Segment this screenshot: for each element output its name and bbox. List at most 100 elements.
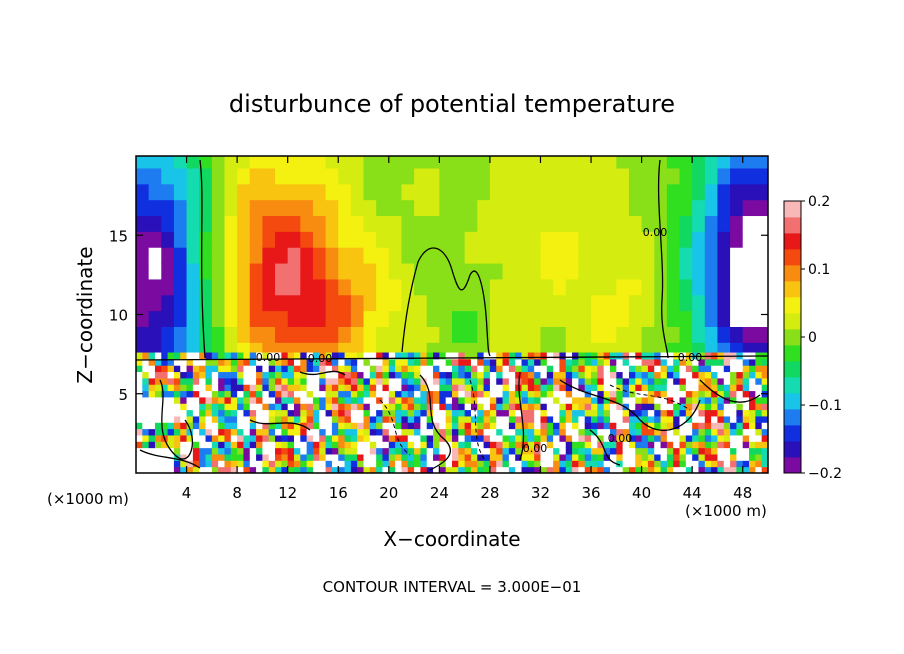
contour-line bbox=[419, 374, 452, 471]
upper-layer-cell bbox=[452, 247, 466, 264]
lower-layer-cell bbox=[287, 403, 295, 411]
upper-layer-cell bbox=[540, 183, 554, 201]
lower-layer-cell bbox=[275, 447, 282, 455]
lower-layer-cell bbox=[281, 415, 289, 423]
lower-layer-cell bbox=[287, 352, 295, 360]
lower-layer-cell bbox=[470, 428, 478, 436]
upper-layer-cell bbox=[730, 199, 744, 217]
lower-layer-cell bbox=[483, 390, 491, 398]
lower-layer-cell bbox=[268, 434, 276, 442]
lower-layer-cell bbox=[521, 434, 529, 442]
lower-layer-cell bbox=[199, 365, 207, 373]
upper-layer-cell bbox=[161, 247, 175, 264]
upper-layer-cell bbox=[565, 167, 579, 185]
lower-layer-cell bbox=[742, 447, 750, 455]
lower-layer-cell bbox=[572, 358, 579, 366]
upper-layer-cell bbox=[262, 183, 276, 201]
upper-layer-cell bbox=[224, 199, 238, 217]
lower-layer-cell bbox=[483, 422, 491, 430]
upper-layer-cell bbox=[199, 183, 213, 201]
lower-layer-cell bbox=[439, 403, 447, 411]
lower-layer-cell bbox=[319, 384, 327, 392]
lower-layer-cell bbox=[224, 460, 232, 468]
lower-layer-cell bbox=[173, 365, 181, 373]
lower-layer-cell bbox=[388, 460, 396, 468]
lower-layer-cell bbox=[508, 409, 516, 417]
lower-layer-cell bbox=[673, 447, 681, 455]
lower-layer-cell bbox=[717, 371, 725, 379]
upper-layer-cell bbox=[628, 247, 643, 264]
lower-layer-cell bbox=[395, 352, 402, 360]
lower-layer-cell bbox=[369, 396, 377, 404]
lower-layer-cell bbox=[559, 365, 567, 373]
lower-layer-cell bbox=[186, 371, 194, 379]
lower-layer-cell bbox=[414, 415, 421, 423]
upper-layer-cell bbox=[578, 247, 592, 264]
upper-layer-cell bbox=[452, 215, 466, 232]
upper-layer-cell bbox=[616, 215, 630, 232]
lower-layer-cell bbox=[527, 434, 535, 442]
lower-layer-cell bbox=[186, 403, 194, 411]
lower-layer-cell bbox=[395, 447, 402, 455]
lower-layer-cell bbox=[616, 371, 624, 379]
upper-layer-cell bbox=[161, 167, 175, 185]
upper-layer-cell bbox=[730, 294, 744, 312]
lower-layer-cell bbox=[287, 428, 295, 436]
contour-value-label: 0.00 bbox=[256, 351, 281, 364]
lower-layer-cell bbox=[407, 358, 415, 366]
lower-layer-cell bbox=[363, 371, 371, 379]
upper-layer-cell bbox=[325, 156, 339, 169]
upper-layer-cell bbox=[287, 294, 301, 312]
lower-layer-cell bbox=[711, 396, 718, 404]
upper-layer-cell bbox=[237, 294, 251, 312]
lower-layer-cell bbox=[319, 415, 327, 423]
upper-layer-cell bbox=[401, 215, 415, 232]
upper-layer-cell bbox=[515, 199, 529, 217]
lower-layer-cell bbox=[306, 460, 314, 468]
upper-layer-cell bbox=[136, 310, 150, 327]
lower-layer-cell bbox=[660, 428, 668, 436]
lower-layer-cell bbox=[287, 447, 295, 455]
upper-layer-cell bbox=[692, 262, 706, 280]
upper-layer-cell bbox=[388, 156, 403, 169]
lower-layer-cell bbox=[502, 422, 510, 430]
lower-layer-cell bbox=[711, 358, 718, 366]
lower-layer-cell bbox=[521, 441, 529, 449]
lower-layer-cell bbox=[180, 352, 188, 360]
lower-layer-cell bbox=[338, 403, 346, 411]
upper-layer-cell bbox=[527, 183, 542, 201]
lower-layer-cell bbox=[376, 415, 383, 423]
contour-line-dashed bbox=[379, 399, 411, 456]
lower-layer-cell bbox=[199, 441, 207, 449]
lower-layer-cell bbox=[426, 415, 434, 423]
lower-layer-cell bbox=[591, 403, 598, 411]
upper-layer-cell bbox=[692, 310, 706, 327]
upper-layer-cell bbox=[275, 278, 289, 296]
upper-layer-cell bbox=[578, 215, 592, 232]
lower-layer-cell bbox=[357, 377, 365, 385]
lower-layer-cell bbox=[736, 453, 744, 461]
lower-layer-cell bbox=[230, 377, 238, 385]
lower-layer-cell bbox=[395, 384, 402, 392]
lower-layer-cell bbox=[711, 365, 718, 373]
upper-layer-cell bbox=[591, 278, 605, 296]
lower-layer-cell bbox=[591, 352, 598, 360]
lower-layer-cell bbox=[180, 434, 188, 442]
lower-layer-cell bbox=[275, 466, 282, 473]
lower-layer-cell bbox=[357, 403, 365, 411]
upper-layer-cell bbox=[578, 278, 592, 296]
lower-layer-cell bbox=[338, 453, 346, 461]
lower-layer-cell bbox=[420, 371, 428, 379]
lower-layer-cell bbox=[685, 390, 693, 398]
lower-layer-cell bbox=[540, 434, 548, 442]
upper-layer-cell bbox=[742, 294, 756, 312]
upper-layer-cell bbox=[300, 183, 314, 201]
lower-layer-cell bbox=[230, 434, 238, 442]
lower-layer-cell bbox=[470, 352, 478, 360]
lower-layer-cell bbox=[742, 358, 750, 366]
lower-layer-cell bbox=[407, 403, 415, 411]
lower-layer-cell bbox=[534, 415, 541, 423]
upper-layer-cell bbox=[591, 326, 605, 343]
lower-layer-cell bbox=[546, 390, 554, 398]
upper-layer-cell bbox=[287, 167, 301, 185]
